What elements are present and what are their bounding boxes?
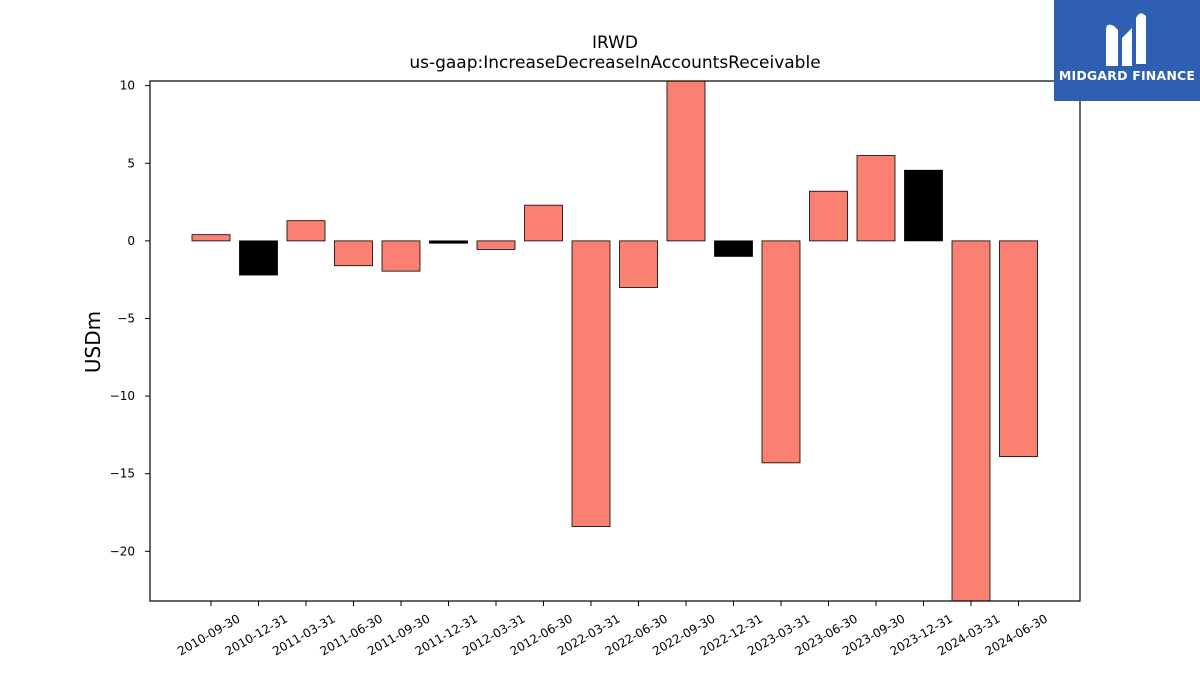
bar-2023-03-31	[761, 240, 801, 464]
y-tick-label: −20	[110, 544, 135, 558]
bar-2022-03-31	[571, 240, 611, 527]
y-tick-label: −15	[110, 467, 135, 481]
logo-text: MIDGARD FINANCE	[1058, 68, 1196, 83]
bars-group	[191, 80, 1038, 602]
bar-2011-03-31	[286, 220, 326, 242]
chart-title: IRWD	[592, 33, 638, 53]
y-axis-label: USDm	[81, 311, 105, 373]
midgard-finance-logo: MIDGARD FINANCE	[1054, 0, 1200, 101]
bar-2022-12-31	[714, 240, 753, 257]
bar-2023-12-31	[904, 169, 943, 242]
y-tick-label: 0	[127, 234, 135, 248]
bar-2024-03-31	[951, 240, 991, 602]
bar-2010-09-30	[191, 234, 231, 242]
y-tick-label: −5	[117, 311, 135, 325]
chart-subtitle: us-gaap:IncreaseDecreaseInAccountsReceiv…	[409, 53, 820, 73]
bar-2012-03-31	[476, 240, 516, 250]
bar-2023-06-30	[809, 190, 848, 242]
y-axis-ticks: 10 5 0 −5 −10 −15 −20	[110, 79, 150, 558]
y-tick-label: 10	[120, 79, 135, 93]
y-tick-label: 5	[127, 156, 135, 170]
y-tick-label: −10	[110, 389, 135, 403]
bar-2011-09-30	[381, 240, 421, 272]
bar-2011-12-31	[429, 240, 468, 244]
bar-2023-09-30	[856, 155, 896, 242]
bar-2010-12-31	[239, 240, 278, 276]
logo-mark-icon	[1106, 13, 1146, 67]
bar-2022-09-30	[666, 80, 706, 242]
bar-2022-06-30	[619, 240, 658, 288]
bar-2011-06-30	[334, 240, 373, 267]
bar-2012-06-30	[524, 204, 563, 242]
bar-2024-06-30	[999, 240, 1038, 458]
x-axis-ticks: 2010-09-302010-12-312011-03-312011-06-30…	[175, 601, 1050, 658]
plot-frame	[149, 80, 1081, 602]
